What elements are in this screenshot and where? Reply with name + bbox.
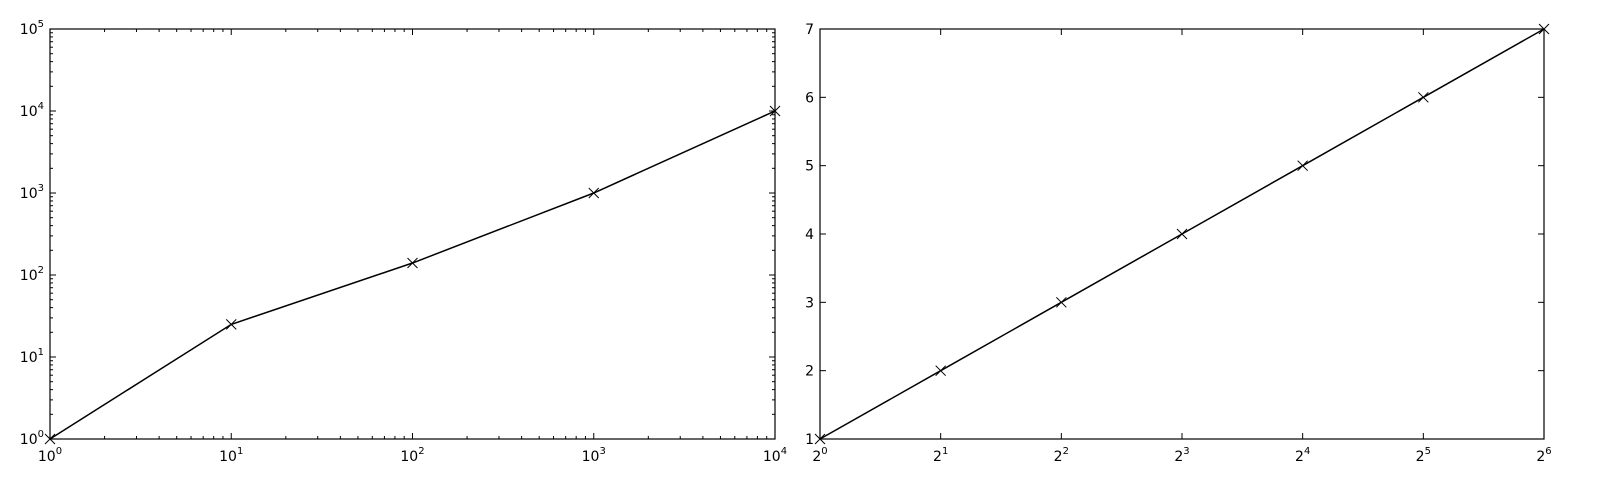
marker-stroke bbox=[588, 187, 600, 199]
x-tick-label: 104 bbox=[763, 446, 787, 465]
x-tick-label: 25 bbox=[1416, 446, 1431, 465]
y-tick-label: 103 bbox=[20, 183, 44, 202]
y-tick-label: 104 bbox=[20, 101, 44, 120]
y-tick-label: 105 bbox=[20, 19, 44, 38]
data-point-marker bbox=[1055, 296, 1067, 308]
x-tick-label: 26 bbox=[1536, 446, 1551, 465]
data-point-marker bbox=[588, 187, 600, 199]
y-tick-label: 100 bbox=[20, 429, 44, 448]
y-tick-label: 5 bbox=[805, 159, 814, 175]
y-tick-label: 6 bbox=[805, 90, 814, 106]
x-tick-label: 103 bbox=[582, 446, 606, 465]
marker-stroke bbox=[1417, 91, 1429, 103]
data-point-marker bbox=[44, 433, 56, 445]
y-tick-label: 101 bbox=[20, 347, 44, 366]
y-tick-label: 1 bbox=[805, 432, 814, 448]
x-tick-label: 23 bbox=[1174, 446, 1189, 465]
y-tick-label: 3 bbox=[805, 295, 814, 311]
x-tick-label: 20 bbox=[812, 446, 827, 465]
x-tick-label: 22 bbox=[1054, 446, 1069, 465]
marker-stroke bbox=[935, 365, 947, 377]
marker-stroke bbox=[1176, 228, 1188, 240]
data-point-marker bbox=[407, 257, 418, 269]
data-point-marker bbox=[225, 319, 237, 330]
marker-stroke bbox=[225, 319, 237, 330]
x-tick-label: 101 bbox=[219, 446, 243, 465]
y-tick-label: 2 bbox=[805, 364, 814, 380]
chart-left-loglog: 100 101 102 103 104 100 101 102 103 104 105 bbox=[20, 19, 787, 465]
data-point-marker bbox=[935, 365, 947, 377]
marker-stroke bbox=[44, 433, 56, 445]
y-tick-label: 7 bbox=[805, 22, 814, 38]
x-tick-label: 102 bbox=[400, 446, 424, 465]
data-point-marker bbox=[814, 433, 826, 445]
x-tick-label: 100 bbox=[38, 446, 62, 465]
marker-stroke bbox=[1538, 23, 1550, 35]
marker-stroke bbox=[1297, 160, 1309, 172]
marker-stroke bbox=[769, 105, 781, 117]
data-point-marker bbox=[769, 105, 781, 117]
plot-frame bbox=[49, 28, 776, 440]
data-point-marker bbox=[1538, 23, 1550, 35]
x-tick-label: 24 bbox=[1295, 446, 1310, 465]
data-point-marker bbox=[1417, 91, 1429, 103]
x-tick-label: 21 bbox=[933, 446, 948, 465]
y-tick-label: 4 bbox=[805, 227, 814, 243]
marker-stroke bbox=[814, 433, 826, 445]
y-tick-label: 102 bbox=[20, 265, 44, 284]
marker-stroke bbox=[407, 257, 418, 269]
data-point-marker bbox=[1297, 160, 1309, 172]
series-line bbox=[49, 110, 776, 440]
data-point-marker bbox=[1176, 228, 1188, 240]
marker-stroke bbox=[1055, 296, 1067, 308]
